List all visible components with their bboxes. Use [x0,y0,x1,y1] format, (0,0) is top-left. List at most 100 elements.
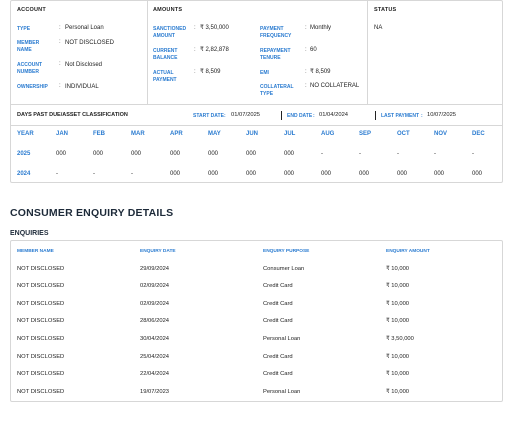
enquiries-table: MEMBER NAME ENQUIRY DATE ENQUIRY PURPOSE… [10,240,503,402]
colon: : [59,25,61,31]
colon: : [194,47,196,53]
enquiry-amount-cell: ₹ 10,000 [386,301,410,307]
amounts-header: AMOUNTS [153,7,183,13]
enquiry-purpose-cell: Credit Card [263,371,293,377]
dpd-col-year: YEAR [17,131,34,137]
account-summary-card: ACCOUNT TYPE : Personal Loan MEMBER NAME… [10,0,503,183]
ownership-label: OWNERSHIP [17,84,48,90]
dpd-value: - [434,151,436,157]
dpd-value: - [359,151,361,157]
dpd-col-feb: FEB [93,131,105,137]
account-number-value: Not Disclosed [65,62,103,68]
enquiry-purpose-cell: Credit Card [263,354,293,360]
dpd-col-dec: DEC [472,131,485,137]
dpd-col-aug: AUG [321,131,335,137]
enquiry-amount-cell: ₹ 10,000 [386,283,410,289]
divider [375,111,376,120]
colon: : [194,69,196,75]
dpd-value: 000 [170,151,181,157]
start-date-value: 01/07/2025 [231,112,261,118]
dpd-value: 000 [359,171,370,177]
enquiry-purpose-cell: Credit Card [263,301,293,307]
col-enquiry-purpose: ENQUIRY PURPOSE [263,249,310,254]
payment-frequency-label: PAYMENT FREQUENCY [260,26,292,39]
current-balance-value: ₹ 2,82,878 [200,47,229,53]
dpd-header-bar: DAYS PAST DUE/ASSET CLASSIFICATION START… [11,105,502,126]
actual-payment-label: ACTUAL PAYMENT [153,70,177,83]
account-header: ACCOUNT [17,7,46,13]
start-date-label: START DATE [193,113,224,119]
dpd-col-jan: JAN [56,131,69,137]
status-column: STATUS NA [367,1,502,104]
dpd-col-oct: OCT [397,131,410,137]
account-details-grid: ACCOUNT TYPE : Personal Loan MEMBER NAME… [11,1,502,105]
last-payment-label: LAST PAYMENT [381,113,420,119]
dpd-value: 000 [93,151,104,157]
table-row: NOT DISCLOSED 02/09/2024 Credit Card ₹ 1… [11,301,502,318]
colon: : [305,47,307,53]
enquiry-date-cell: 29/09/2024 [140,266,170,272]
enquiry-amount-cell: ₹ 10,000 [386,354,410,360]
end-date-label: END DATE [287,113,313,119]
repayment-tenure-label: REPAYMENT TENURE [260,48,291,61]
dpd-value: 000 [397,171,408,177]
ownership-value: INDIVIDUAL [65,84,99,90]
dpd-col-jun: JUN [246,131,259,137]
enquiries-subtitle: ENQUIRIES [10,230,49,237]
dpd-value: 000 [56,151,67,157]
member-name-value: NOT DISCLOSED [65,40,114,46]
member-name-cell: NOT DISCLOSED [17,266,65,272]
table-row: NOT DISCLOSED 22/04/2024 Credit Card ₹ 1… [11,371,502,388]
dpd-header-row: YEAR JAN FEB MAR APR MAY JUN JUL AUG SEP… [11,131,502,145]
colon: : [305,83,307,89]
current-balance-label: CURRENT BALANCE [153,48,178,61]
dpd-value: 000 [208,171,219,177]
dpd-year: 2024 [17,171,31,177]
enquiry-amount-cell: ₹ 10,000 [386,389,410,395]
collateral-type-value: NO COLLATERAL [310,83,360,89]
sanctioned-amount-value: ₹ 3,50,000 [200,25,229,31]
colon: : [305,25,307,31]
amounts-column: AMOUNTS SANCTIONED AMOUNT : ₹ 3,50,000 C… [147,1,368,104]
actual-payment-value: ₹ 8,509 [200,69,221,75]
table-row: NOT DISCLOSED 19/07/2023 Personal Loan ₹… [11,389,502,406]
dpd-value: - [93,171,95,177]
enquiry-amount-cell: ₹ 10,000 [386,318,410,324]
col-member-name: MEMBER NAME [17,249,54,254]
dpd-value: 000 [321,171,332,177]
enquiry-amount-cell: ₹ 10,000 [386,371,410,377]
enquiry-date-cell: 02/09/2024 [140,283,170,289]
dpd-value: - [131,171,133,177]
enquiry-date-cell: 22/04/2024 [140,371,170,377]
member-name-cell: NOT DISCLOSED [17,336,65,342]
dpd-value: 000 [284,151,295,157]
col-enquiry-amount: ENQUIRY AMOUNT [386,249,430,254]
dpd-value: 000 [170,171,181,177]
colon: : [224,113,226,119]
dpd-row-2025: 2025 000 000 000 000 000 000 000 - - - -… [11,151,502,165]
dpd-col-mar: MAR [131,131,145,137]
dpd-value: 000 [208,151,219,157]
repayment-tenure-value: 60 [310,47,317,53]
enquiry-purpose-cell: Personal Loan [263,389,301,395]
end-date-value: 01/04/2024 [319,112,349,118]
enquiry-date-cell: 25/04/2024 [140,354,170,360]
dpd-value: - [472,151,474,157]
account-column: ACCOUNT TYPE : Personal Loan MEMBER NAME… [11,1,148,104]
dpd-year: 2025 [17,151,31,157]
account-number-label: ACCOUNT NUMBER [17,62,42,75]
table-row: NOT DISCLOSED 28/06/2024 Credit Card ₹ 1… [11,318,502,335]
table-row: NOT DISCLOSED 25/04/2024 Credit Card ₹ 1… [11,354,502,371]
member-name-cell: NOT DISCLOSED [17,318,65,324]
table-row: NOT DISCLOSED 29/09/2024 Consumer Loan ₹… [11,266,502,283]
payment-frequency-value: Monthly [310,25,332,31]
table-row: NOT DISCLOSED 02/09/2024 Credit Card ₹ 1… [11,283,502,300]
dpd-row-2024: 2024 - - - 000 000 000 000 000 000 000 0… [11,171,502,185]
dpd-value: - [56,171,58,177]
colon: : [305,69,307,75]
member-name-cell: NOT DISCLOSED [17,354,65,360]
colon: : [194,25,196,31]
enquiry-purpose-cell: Credit Card [263,283,293,289]
dpd-value: 000 [246,171,257,177]
emi-value: ₹ 8,509 [310,69,331,75]
